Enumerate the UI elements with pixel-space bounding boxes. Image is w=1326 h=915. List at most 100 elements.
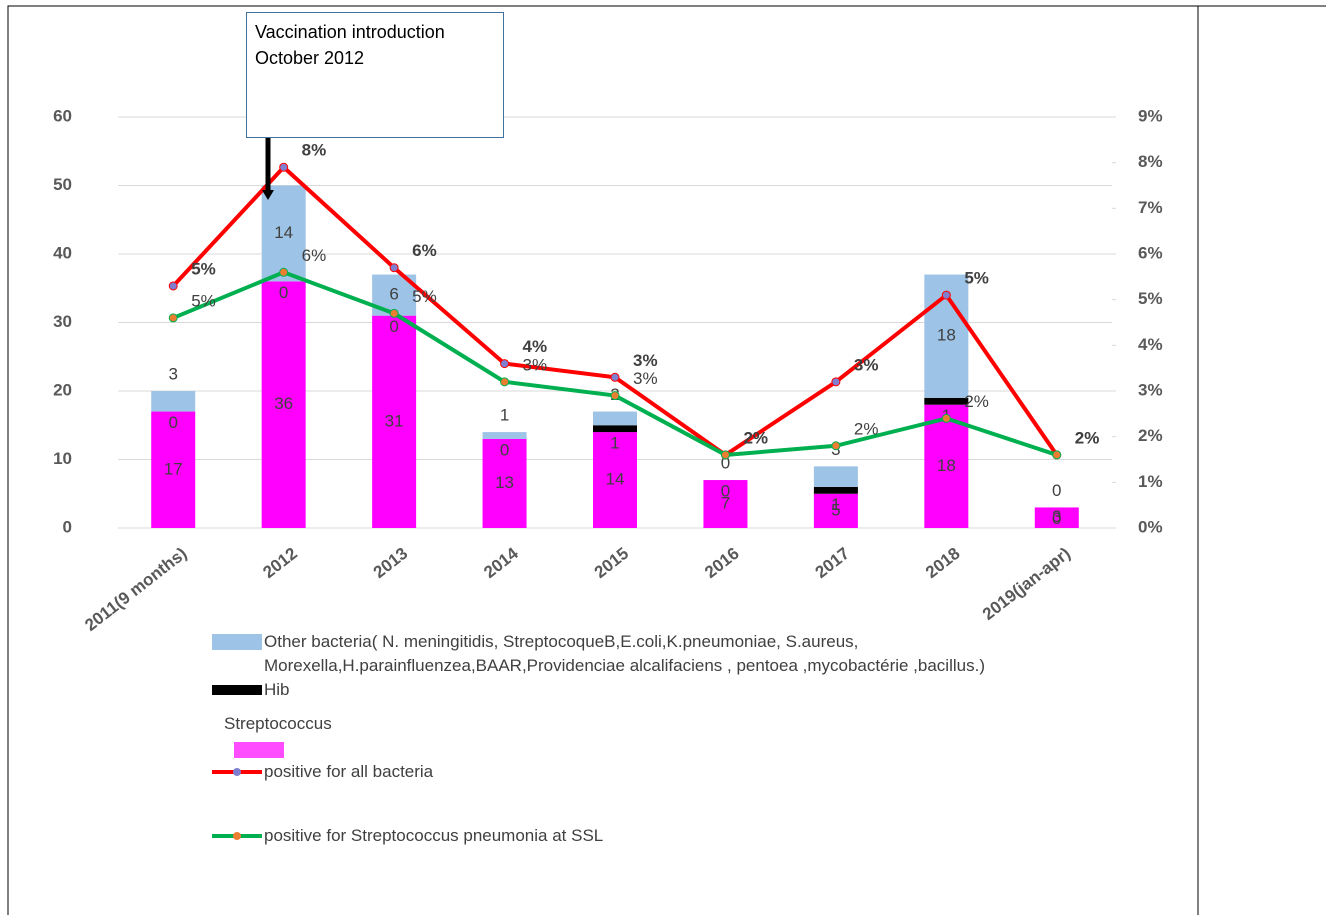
- bar-segment: [703, 480, 748, 528]
- legend-swatch: [234, 742, 284, 758]
- legend-label: Hib: [264, 680, 290, 699]
- bar-label: 0: [721, 454, 730, 473]
- line-marker: [1052, 450, 1062, 460]
- line-marker: [500, 377, 510, 387]
- legend-swatch: [212, 768, 262, 776]
- bar-label: 0: [500, 440, 509, 459]
- legend-item: Hib: [212, 678, 1132, 702]
- line-label: 6%: [412, 241, 437, 260]
- bar-label: 0: [721, 482, 730, 501]
- bar-label: 36: [274, 394, 293, 413]
- line-marker: [831, 441, 841, 451]
- line-marker: [610, 391, 620, 401]
- line-marker: [941, 413, 951, 423]
- x-tick-label: 2014: [480, 543, 522, 582]
- x-tick-label: 2016: [701, 544, 743, 582]
- line-marker: [279, 267, 289, 277]
- bar-label: 3: [168, 364, 177, 383]
- y-tick-label: 60: [53, 106, 72, 125]
- bar-label: 0: [279, 283, 288, 302]
- line-marker: [941, 290, 951, 300]
- bar-label: 0: [389, 317, 398, 336]
- bar-segment: [813, 486, 858, 494]
- legend-label: Other bacteria( N. meningitidis, Strepto…: [264, 632, 985, 675]
- bar-segment: [261, 185, 306, 282]
- y2-tick-label: 5%: [1138, 289, 1163, 308]
- line-marker: [831, 377, 841, 387]
- line-label: 2%: [854, 419, 879, 438]
- line-marker: [168, 281, 178, 291]
- annotation-arrowhead: [262, 190, 274, 200]
- bar-segment: [261, 281, 306, 528]
- legend-label: positive for all bacteria: [264, 762, 434, 781]
- line-label: 5%: [412, 287, 437, 306]
- bar-label: 13: [495, 473, 514, 492]
- line-label: 3%: [854, 355, 879, 374]
- bar-label: 14: [606, 470, 625, 489]
- legend-label: Streptococcus: [224, 714, 332, 733]
- legend-item: Other bacteria( N. meningitidis, Strepto…: [212, 630, 1132, 678]
- legend-box: [212, 634, 262, 650]
- bar-label: 0: [168, 413, 177, 432]
- bar-segment: [482, 432, 527, 439]
- bar-segment: [1034, 507, 1079, 528]
- bar-label: 7: [721, 494, 730, 513]
- x-tick-label: 2019(jan-apr): [979, 544, 1074, 624]
- line-marker: [610, 372, 620, 382]
- bar-label: 31: [385, 411, 404, 430]
- bar-label: 14: [274, 223, 293, 242]
- line-label: 2%: [964, 392, 989, 411]
- bar-segment: [593, 432, 637, 528]
- bar-segment: [924, 397, 969, 405]
- y2-tick-label: 6%: [1138, 243, 1163, 262]
- bar-label: 17: [164, 459, 183, 478]
- legend-marker: [233, 832, 241, 840]
- legend-box: [212, 685, 262, 695]
- line-label: 4%: [523, 337, 548, 356]
- y2-tick-label: 4%: [1138, 335, 1163, 354]
- legend-swatch: [212, 685, 262, 695]
- bar-segment: [593, 425, 637, 433]
- y-tick-label: 30: [53, 312, 72, 331]
- y2-tick-label: 2%: [1138, 426, 1163, 445]
- legend-item: positive for all bacteria: [212, 760, 1132, 784]
- line-marker: [720, 450, 730, 460]
- bar-label: 1: [500, 406, 509, 425]
- bar-label: 0: [1052, 509, 1061, 528]
- line-label: 2%: [743, 428, 768, 447]
- x-tick-label: 2015: [591, 544, 633, 582]
- y-tick-label: 20: [53, 380, 72, 399]
- bar-label: 18: [937, 326, 956, 345]
- line-label: 3%: [633, 369, 658, 388]
- x-tick-label: 2018: [922, 544, 964, 582]
- frame: [7, 5, 1199, 915]
- bar-label: 1: [610, 434, 619, 453]
- bar-label: 5: [831, 500, 840, 519]
- annotation: Vaccination introduction October 2012: [246, 12, 504, 138]
- line-label: 5%: [191, 259, 216, 278]
- legend-marker: [233, 768, 241, 776]
- bar-segment: [372, 315, 417, 528]
- line-label: 5%: [191, 291, 216, 310]
- legend-item: positive for Streptococcus pneumonia at …: [212, 824, 1132, 848]
- bar-segment: [593, 411, 637, 426]
- bar-label: 6: [389, 285, 398, 304]
- line-label: 3%: [523, 355, 548, 374]
- line-label: 3%: [633, 351, 658, 370]
- legend-label: positive for Streptococcus pneumonia at …: [264, 826, 604, 845]
- x-tick-label: 2011(9 months): [81, 544, 190, 635]
- x-tick-label: 2012: [259, 544, 301, 582]
- line-marker: [168, 313, 178, 323]
- line-marker: [389, 308, 399, 318]
- y-tick-label: 50: [53, 175, 72, 194]
- x-tick-label: 2013: [370, 544, 412, 582]
- legend-item: Streptococcus: [212, 712, 1132, 760]
- line-marker: [279, 162, 289, 172]
- bar-label: 3: [1052, 507, 1061, 526]
- y2-tick-label: 7%: [1138, 198, 1163, 217]
- y2-tick-label: 3%: [1138, 380, 1163, 399]
- legend-swatch: [212, 634, 262, 650]
- y2-tick-label: 9%: [1138, 106, 1163, 125]
